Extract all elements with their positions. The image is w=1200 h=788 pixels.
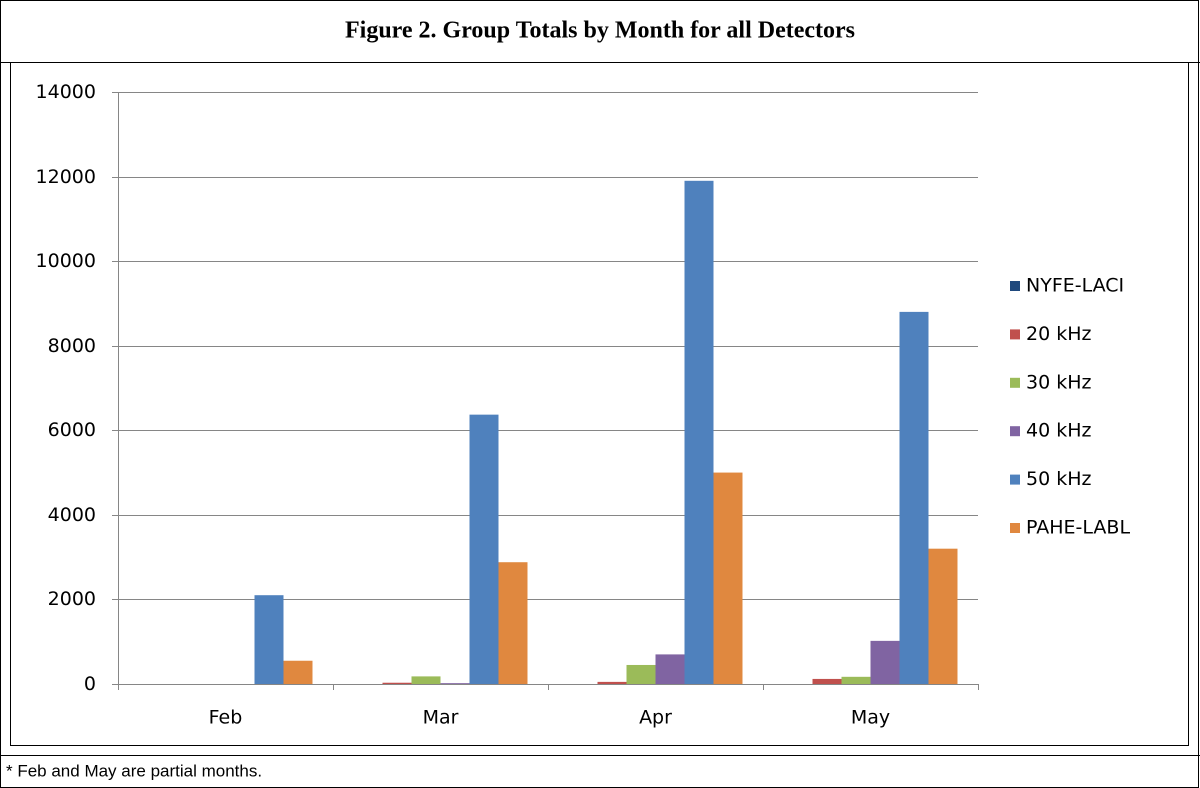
legend-swatch [1010, 377, 1020, 388]
x-tick-label: Mar [423, 707, 459, 729]
legend-label: 50 kHz [1026, 468, 1092, 490]
bar [254, 595, 284, 684]
footnote: * Feb and May are partial months. [6, 761, 262, 780]
bar [812, 678, 842, 684]
bar [411, 676, 441, 684]
y-tick-label: 6000 [48, 419, 96, 441]
chart-border [10, 62, 1189, 746]
bar [382, 682, 412, 684]
bar [283, 660, 313, 684]
y-tick-label: 10000 [36, 250, 96, 272]
bar [469, 414, 499, 684]
bar [655, 654, 685, 684]
x-tick-label: May [851, 707, 890, 729]
legend-swatch [1010, 523, 1020, 533]
legend-label: 40 kHz [1026, 420, 1092, 442]
legend-swatch [1010, 281, 1020, 291]
y-tick-label: 14000 [36, 81, 96, 103]
bar [440, 683, 470, 684]
bar [684, 180, 714, 685]
bar [713, 472, 743, 684]
bar [870, 640, 900, 684]
bar [498, 562, 528, 684]
legend-label: NYFE-LACI [1026, 275, 1124, 297]
legend-label: PAHE-LABL [1026, 517, 1130, 539]
bar [928, 548, 958, 684]
bar [841, 676, 871, 684]
bar [597, 681, 627, 684]
x-tick-label: Apr [639, 707, 672, 729]
y-tick-label: 8000 [48, 335, 96, 357]
y-tick-label: 12000 [36, 166, 96, 188]
legend-swatch [1010, 474, 1020, 485]
bar [626, 664, 656, 684]
legend-label: 20 kHz [1026, 323, 1092, 345]
legend-swatch [1010, 329, 1020, 340]
y-tick-label: 0 [84, 673, 96, 695]
chart-title: Figure 2. Group Totals by Month for all … [345, 18, 855, 44]
bar [899, 311, 929, 684]
y-tick-label: 2000 [48, 588, 96, 610]
x-tick-label: Feb [209, 707, 243, 729]
y-tick-label: 4000 [48, 504, 96, 526]
legend-label: 30 kHz [1026, 371, 1092, 393]
legend-swatch [1010, 426, 1020, 437]
